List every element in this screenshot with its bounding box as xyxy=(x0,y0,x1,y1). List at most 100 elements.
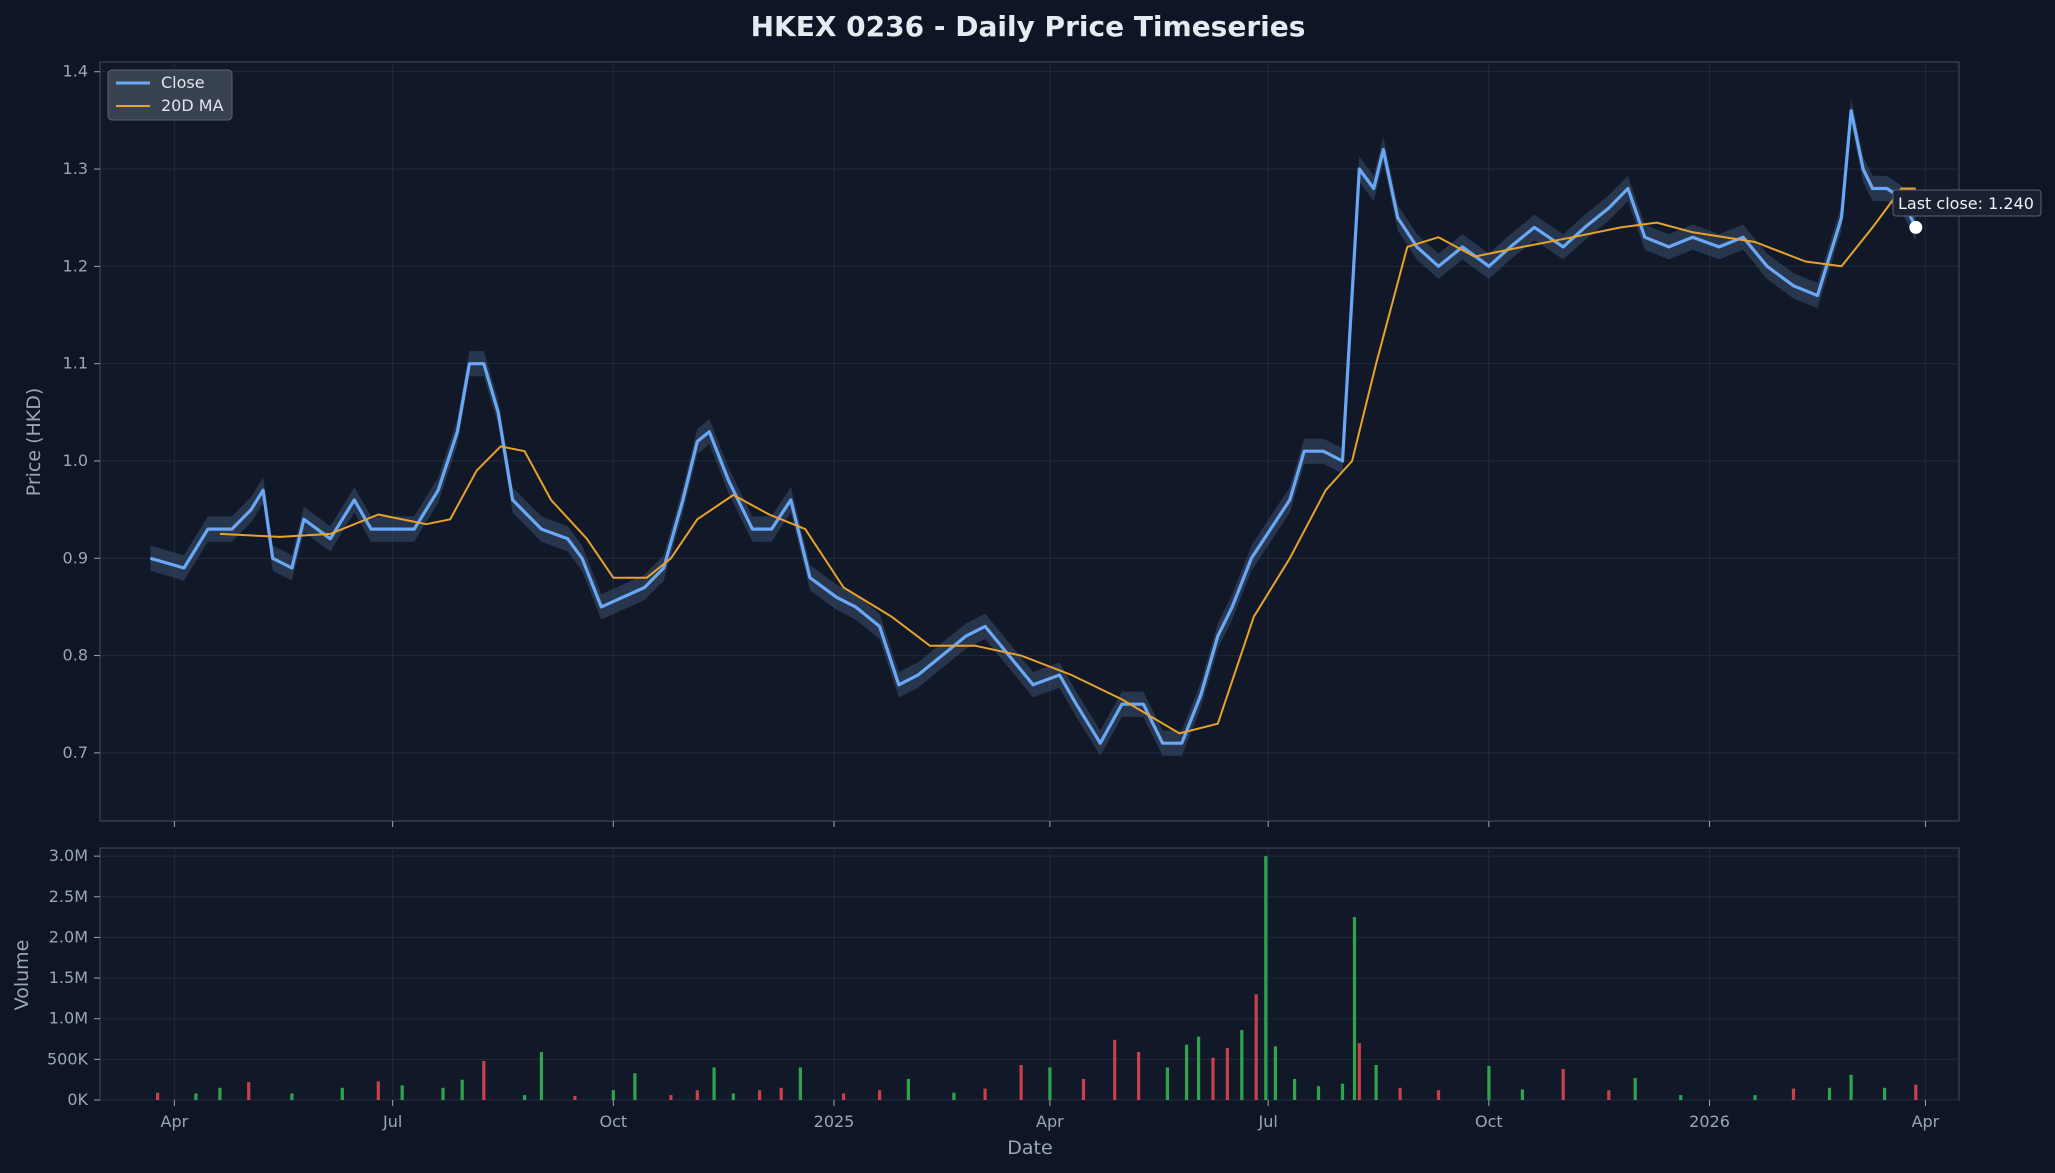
x-tick-label: Jul xyxy=(1258,1112,1278,1131)
price-tick-label: 0.8 xyxy=(63,646,88,665)
volume-bar xyxy=(779,1087,783,1100)
price-tick-label: 1.3 xyxy=(63,159,88,178)
volume-bar xyxy=(611,1090,615,1100)
volume-bar xyxy=(1679,1095,1683,1100)
volume-bar xyxy=(1436,1090,1441,1100)
volume-bar xyxy=(1197,1036,1201,1100)
volume-bar xyxy=(758,1090,762,1100)
volume-bar xyxy=(731,1093,735,1100)
volume-bar xyxy=(1607,1090,1611,1100)
volume-bar xyxy=(1398,1087,1402,1100)
volume-bar xyxy=(194,1093,198,1100)
volume-bar xyxy=(1561,1069,1565,1100)
price-range-band xyxy=(150,98,1916,756)
volume-bar xyxy=(952,1092,956,1100)
x-axis-ticks: Apr Jul Oct 2025 Apr Jul Oct 2026 Apr xyxy=(161,821,1940,1131)
volume-tick-label: 1.5M xyxy=(49,968,88,987)
price-tick-label: 1.0 xyxy=(63,451,88,470)
volume-tick-label: 500K xyxy=(47,1049,89,1068)
close-range-band xyxy=(150,98,1916,756)
volume-bar xyxy=(1048,1067,1052,1100)
volume-bar xyxy=(1240,1030,1244,1100)
volume-tick-label: 0K xyxy=(67,1090,88,1109)
x-tick-label: 2026 xyxy=(1689,1112,1730,1131)
volume-bar xyxy=(1019,1065,1023,1100)
volume-bar xyxy=(156,1092,160,1100)
volume-tick-label: 1.0M xyxy=(49,1009,88,1028)
volume-tick-label: 3.0M xyxy=(49,846,88,865)
x-axis-label: Date xyxy=(1007,1137,1052,1159)
price-lines xyxy=(149,109,1918,745)
x-tick-label: Apr xyxy=(1912,1112,1940,1131)
last-close-marker xyxy=(1909,220,1923,234)
x-tick-label: Oct xyxy=(599,1112,627,1131)
x-tick-label: Oct xyxy=(1475,1112,1503,1131)
volume-bar xyxy=(460,1079,464,1100)
volume-bar xyxy=(1914,1084,1918,1100)
volume-bar xyxy=(290,1093,294,1100)
volume-bar xyxy=(1273,1046,1277,1100)
volume-bar xyxy=(1791,1088,1796,1100)
volume-bar xyxy=(842,1093,846,1100)
volume-bar xyxy=(1520,1089,1524,1100)
chart-title: HKEX 0236 - Daily Price Timeseries xyxy=(751,10,1306,43)
volume-bar xyxy=(1113,1039,1117,1100)
volume-bar xyxy=(906,1078,910,1100)
annotation-text: Last close: 1.240 xyxy=(1898,194,2034,213)
volume-bar xyxy=(1849,1074,1853,1100)
price-grid xyxy=(100,62,1959,821)
volume-bar xyxy=(247,1082,251,1100)
close-line xyxy=(149,109,1918,745)
volume-bar xyxy=(482,1061,486,1100)
legend-label: Close xyxy=(161,73,205,92)
volume-bar xyxy=(1254,994,1258,1100)
volume-bar xyxy=(1185,1044,1189,1100)
volume-bar xyxy=(1225,1048,1229,1100)
volume-bar xyxy=(573,1095,577,1100)
x-tick-label: 2025 xyxy=(814,1112,855,1131)
volume-y-ticks: 0K 500K 1.0M 1.5M 2.0M 2.5M 3.0M xyxy=(47,846,100,1109)
volume-bar xyxy=(1165,1067,1169,1100)
volume-bar xyxy=(1487,1065,1491,1100)
volume-bar xyxy=(878,1090,882,1100)
volume-bar xyxy=(1211,1057,1215,1100)
volume-bar xyxy=(1316,1086,1321,1100)
volume-bar xyxy=(1352,917,1357,1100)
price-tick-label: 0.9 xyxy=(63,548,88,567)
volume-bar xyxy=(695,1090,699,1100)
volume-bar xyxy=(1827,1087,1832,1100)
volume-bar xyxy=(441,1087,445,1100)
volume-bar xyxy=(669,1095,673,1100)
volume-bar xyxy=(340,1087,344,1100)
volume-bar xyxy=(1293,1078,1297,1100)
volume-bar xyxy=(712,1067,716,1100)
volume-tick-label: 2.0M xyxy=(49,927,88,946)
volume-bar xyxy=(218,1087,222,1100)
price-panel xyxy=(99,61,1960,822)
volume-bar xyxy=(1264,856,1268,1100)
price-tick-label: 1.2 xyxy=(63,256,88,275)
volume-y-axis-label: Volume xyxy=(11,940,33,1011)
volume-bar xyxy=(1357,1043,1361,1100)
volume-bar xyxy=(1753,1095,1757,1100)
volume-bar xyxy=(539,1052,543,1100)
volume-panel xyxy=(99,847,1960,1101)
x-tick-label: Apr xyxy=(1036,1112,1064,1131)
legend: Close 20D MA xyxy=(107,69,233,121)
price-tick-label: 1.1 xyxy=(63,354,88,373)
price-y-ticks: 0.7 0.8 0.9 1.0 1.1 1.2 1.3 1.4 xyxy=(63,62,100,762)
volume-bar xyxy=(1137,1052,1141,1100)
volume-bar xyxy=(983,1088,987,1100)
volume-bar xyxy=(376,1081,380,1100)
x-tick-label: Jul xyxy=(382,1112,402,1131)
volume-bar xyxy=(400,1085,404,1100)
volume-bar xyxy=(523,1095,527,1100)
volume-bar xyxy=(1883,1087,1887,1100)
price-y-axis-label: Price (HKD) xyxy=(23,388,45,497)
volume-bars xyxy=(156,856,1918,1100)
volume-bar xyxy=(798,1067,802,1100)
ma-line xyxy=(219,187,1916,735)
volume-bar xyxy=(1374,1065,1378,1100)
volume-bar xyxy=(633,1073,637,1100)
